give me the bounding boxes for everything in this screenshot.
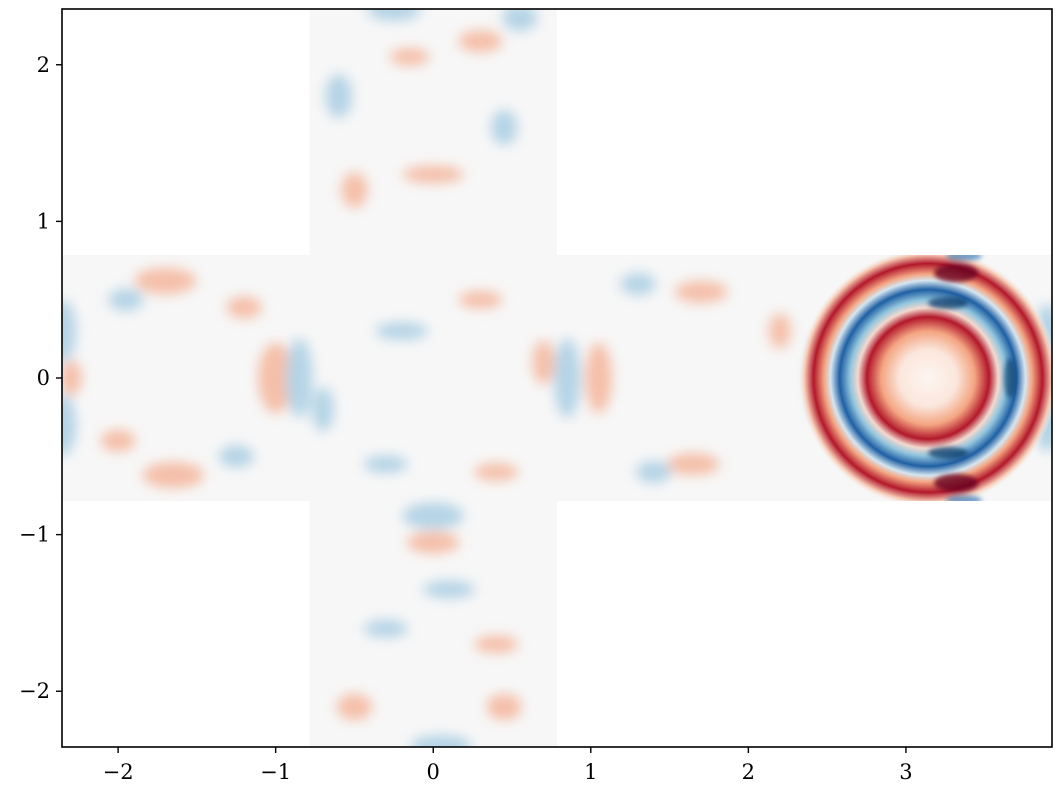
wave-blob: [363, 619, 408, 638]
ring-lobe: [933, 474, 978, 492]
ring-pattern: [797, 248, 1052, 508]
x-tick-label: 3: [899, 760, 912, 784]
wave-blob: [636, 460, 672, 483]
ring-lobe: [945, 251, 982, 261]
wave-blob: [100, 429, 136, 452]
y-tick-label: 0: [37, 366, 50, 390]
x-tick-label: −2: [103, 760, 134, 784]
wave-blob: [585, 342, 612, 414]
wave-blob: [402, 502, 465, 530]
wave-blob: [674, 280, 728, 303]
ring-lobe: [933, 264, 978, 282]
heatmap-field: [62, 9, 1052, 747]
wave-blob: [410, 735, 472, 747]
region-top-arm: [309, 9, 557, 256]
wave-blob: [367, 9, 421, 21]
ring-lobe: [927, 447, 968, 459]
wave-blob: [666, 453, 720, 476]
y-tick-label: −1: [19, 523, 50, 547]
y-tick-label: −2: [19, 679, 50, 703]
wave-blob: [375, 322, 429, 340]
wave-blob: [218, 445, 254, 468]
wave-blob: [311, 387, 334, 432]
ring-lobe: [1003, 358, 1016, 398]
wave-blob: [134, 267, 197, 295]
wave-blob: [62, 360, 82, 396]
wave-blob: [341, 172, 368, 208]
x-tick-label: 1: [584, 760, 597, 784]
wave-blob: [62, 394, 77, 456]
wave-blob: [458, 290, 503, 309]
wave-blob: [336, 693, 373, 721]
wave-blob: [108, 288, 144, 311]
wave-blob: [325, 74, 352, 119]
wave-blob: [363, 455, 408, 473]
ring-gradient: [797, 248, 1052, 508]
wave-blob: [620, 273, 656, 296]
wave-blob: [62, 300, 77, 362]
y-tick-label: 1: [37, 209, 50, 233]
wave-blob: [486, 693, 522, 721]
ring-lobe: [945, 495, 982, 505]
wave-blob: [142, 461, 205, 489]
wave-blob: [490, 109, 518, 146]
wave-blob: [406, 531, 460, 554]
wave-blob: [226, 296, 262, 319]
x-tick-label: −1: [260, 760, 291, 784]
wave-blob: [389, 48, 430, 66]
wave-blob: [768, 313, 791, 349]
region-center: [309, 255, 557, 501]
wave-blob: [502, 9, 538, 31]
wave-blob: [553, 338, 581, 418]
x-tick-label: 0: [427, 760, 440, 784]
wave-blob: [458, 30, 503, 53]
wave-blob: [258, 342, 294, 414]
axes: −2 −1 0 1 2 3 −2 −1 0 1 2: [19, 8, 1053, 784]
faint-interference: [62, 9, 1052, 747]
x-tick-label: 2: [742, 760, 755, 784]
wave-blob: [402, 165, 465, 184]
wave-blob: [532, 340, 555, 385]
wave-blob: [422, 580, 476, 599]
wave-blob: [286, 338, 313, 418]
wave-blob: [474, 635, 519, 654]
y-tick-label: 2: [37, 53, 50, 77]
ring-lobe: [927, 297, 968, 309]
wave-blob: [474, 463, 519, 481]
